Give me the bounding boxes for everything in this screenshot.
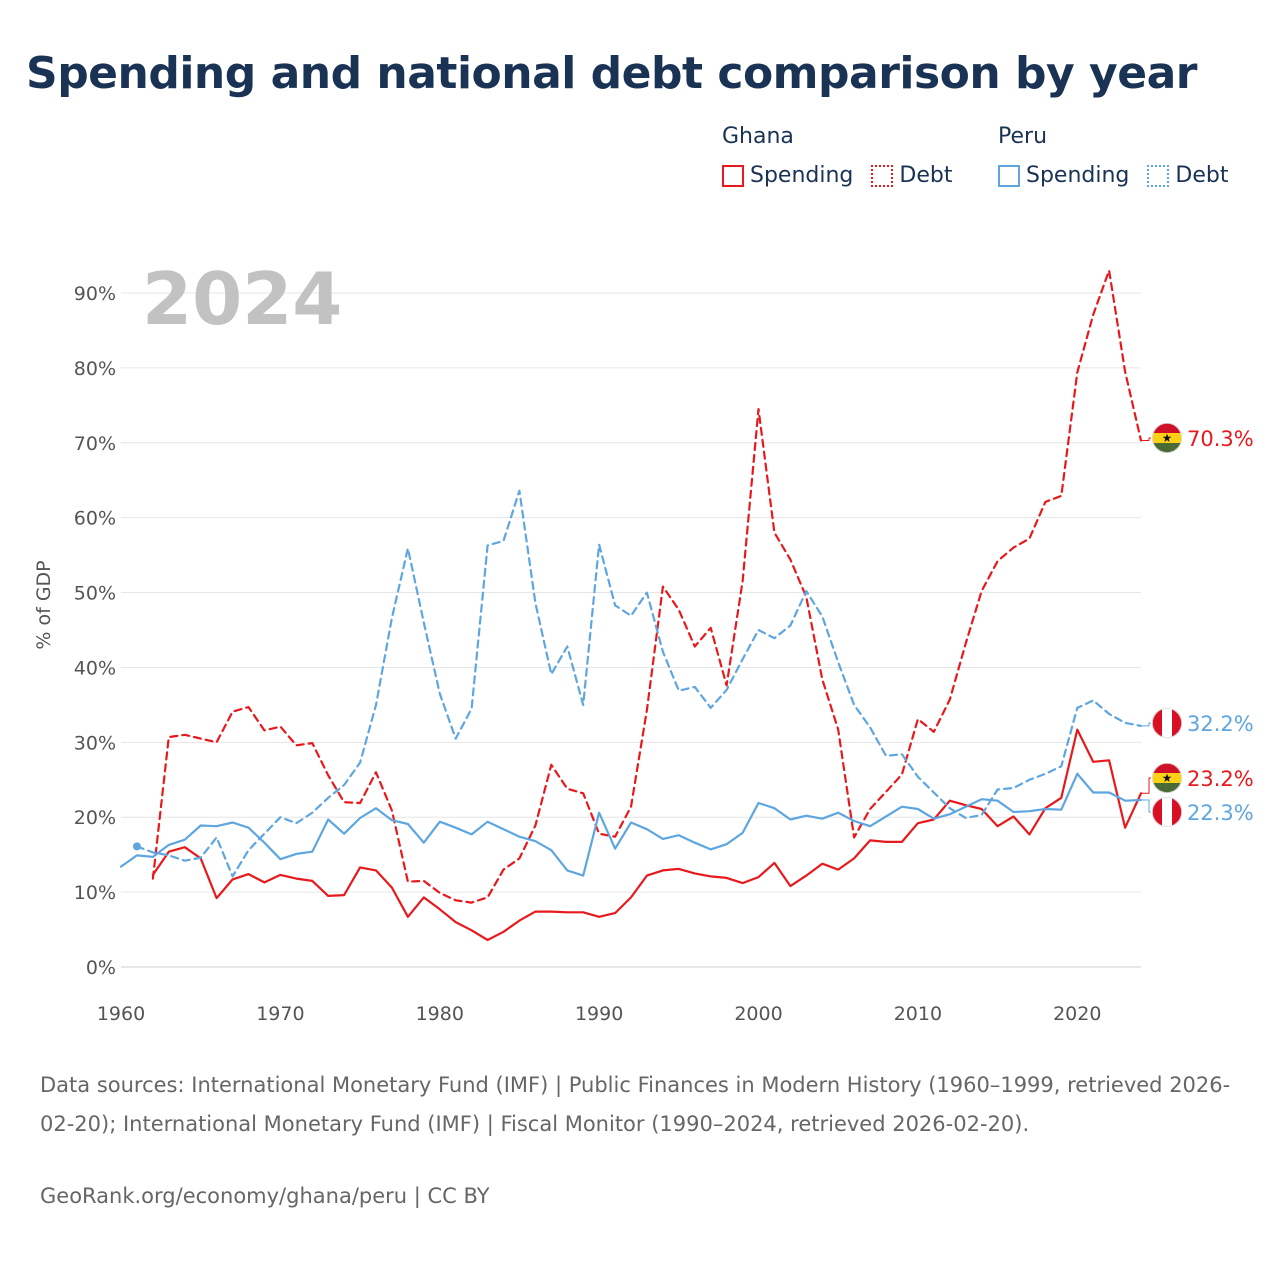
end-labels: 70.3% 32.2% 23.2% 22.3% [1141,422,1254,828]
y-tick-label: 10% [74,882,116,904]
end-label-connector [1141,722,1151,727]
ghana-flag-icon [1151,422,1183,454]
series-line-ghana-debt[interactable] [151,269,1143,904]
y-axis-ticks: 0% 10% 20% 30% 40% 50% 60% 70% 80% 90% [74,283,116,979]
end-label-ghana-debt: 70.3% [1187,427,1254,451]
x-tick-label: 1990 [575,1003,623,1025]
legend-label-ghana-debt: Debt [899,163,953,188]
x-tick-label: 1980 [416,1003,464,1025]
legend-country-ghana: Ghana [722,124,794,149]
legend-label-peru-debt: Debt [1175,163,1229,188]
end-label-connector [1141,437,1151,442]
x-tick-label: 2020 [1053,1003,1101,1025]
x-tick-label: 1970 [256,1003,304,1025]
x-tick-label: 2000 [734,1003,782,1025]
legend-item-peru-spending[interactable]: Spending [998,163,1129,188]
y-tick-label: 40% [74,657,116,679]
legend-swatch-peru-debt [1147,164,1170,187]
data-sources: Data sources: International Monetary Fun… [40,1073,1231,1136]
legend-label-peru-spending: Spending [1026,163,1130,188]
peru-flag-icon [1151,796,1183,828]
series-line-ghana-spending[interactable] [151,728,1143,942]
y-tick-label: 0% [86,957,116,979]
y-tick-label: 60% [74,508,116,530]
legend-item-ghana-spending[interactable]: Spending [722,163,853,188]
legend-group-peru: Peru Spending Debt [998,124,1246,188]
legend-group-ghana: Ghana Spending Debt [722,124,970,188]
legend-swatch-peru-spending [998,164,1020,187]
chart-area: 2024 0%10%20%30%40%50%60%70%80%90% 1960 1… [33,257,1254,1025]
year-watermark: 2024 [142,257,342,341]
credit-line: GeoRank.org/economy/ghana/peru | CC BY [40,1184,490,1208]
end-label-connector [1141,777,1151,794]
peru-flag-icon [1151,707,1183,739]
legend-item-ghana-debt[interactable]: Debt [871,163,952,188]
series-line-peru-debt[interactable] [135,489,1143,878]
chart-title: Spending and national debt comparison by… [26,48,1197,99]
grid-lines [121,292,1141,968]
y-tick-label: 90% [74,283,116,305]
end-label-connector [1141,799,1151,813]
y-tick-label: 80% [74,358,116,380]
legend-swatch-ghana-spending [722,164,744,187]
y-tick-label: 20% [74,807,116,829]
x-axis-ticks: 1960 1970 1980 1990 2000 2010 2020 [97,1003,1102,1025]
y-axis-label: % of GDP [33,560,55,649]
ghana-flag-icon [1151,762,1183,794]
legend-swatch-ghana-debt [871,164,894,187]
legend-label-ghana-spending: Spending [750,163,854,188]
end-label-ghana-spending: 23.2% [1187,767,1254,791]
series-line-peru-spending[interactable] [119,772,1143,877]
legend-country-peru: Peru [998,124,1048,149]
y-tick-label: 50% [74,583,116,605]
series-start-marker [132,842,141,851]
y-tick-label: 70% [74,433,116,455]
legend-item-peru-debt[interactable]: Debt [1147,163,1228,188]
series-lines [119,269,1143,942]
y-tick-label: 30% [74,732,116,754]
end-label-peru-spending: 22.3% [1187,801,1254,825]
x-tick-label: 2010 [894,1003,942,1025]
x-tick-label: 1960 [97,1003,145,1025]
end-label-peru-debt: 32.2% [1187,712,1254,736]
